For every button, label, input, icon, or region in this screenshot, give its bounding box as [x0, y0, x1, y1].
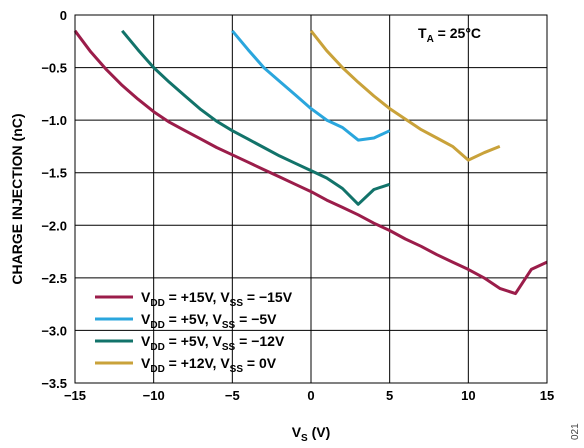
x-tick-label: 10	[461, 388, 475, 403]
y-tick-label: −1.5	[41, 166, 67, 181]
x-tick-label: 5	[386, 388, 393, 403]
x-tick-label: 0	[307, 388, 314, 403]
y-tick-label: −0.5	[41, 61, 67, 76]
x-tick-label: −15	[64, 388, 86, 403]
series-line-2	[231, 29, 391, 142]
y-tick-labels: 0 −0.5 −1.0 −1.5 −2.0 −2.5 −3.0 −3.5	[41, 8, 67, 391]
legend-label-2: VDD = +5V, VSS = −5V	[141, 311, 277, 331]
x-tick-label: 15	[540, 388, 554, 403]
series-line-1	[73, 29, 548, 296]
legend-label-1: VDD = +15V, VSS = −15V	[141, 289, 293, 309]
series-layer	[73, 29, 548, 296]
legend-label-3: VDD = +5V, VSS = −12V	[141, 333, 285, 353]
y-tick-label: −2.0	[41, 218, 67, 233]
plot-frame	[74, 14, 548, 384]
x-axis-title: VS (V)	[292, 424, 331, 444]
x-tick-labels: −15 −10 −5 0 5 10 15	[64, 388, 554, 403]
y-tick-label: −3.0	[41, 323, 67, 338]
x-tick-label: −5	[225, 388, 240, 403]
series-line-4	[309, 29, 501, 162]
figure-id: 021	[570, 423, 581, 440]
y-axis-title: CHARGE INJECTION (nC)	[9, 113, 25, 284]
y-tick-label: 0	[60, 8, 67, 23]
series-line-3	[121, 29, 391, 206]
y-tick-label: −2.5	[41, 271, 67, 286]
y-tick-label: −3.5	[41, 376, 67, 391]
legend-label-4: VDD = +12V, VSS = 0V	[141, 355, 277, 375]
y-tick-label: −1.0	[41, 113, 67, 128]
x-tick-label: −10	[143, 388, 165, 403]
gridlines	[75, 15, 547, 383]
temperature-annotation: TA = 25°C	[418, 25, 481, 45]
